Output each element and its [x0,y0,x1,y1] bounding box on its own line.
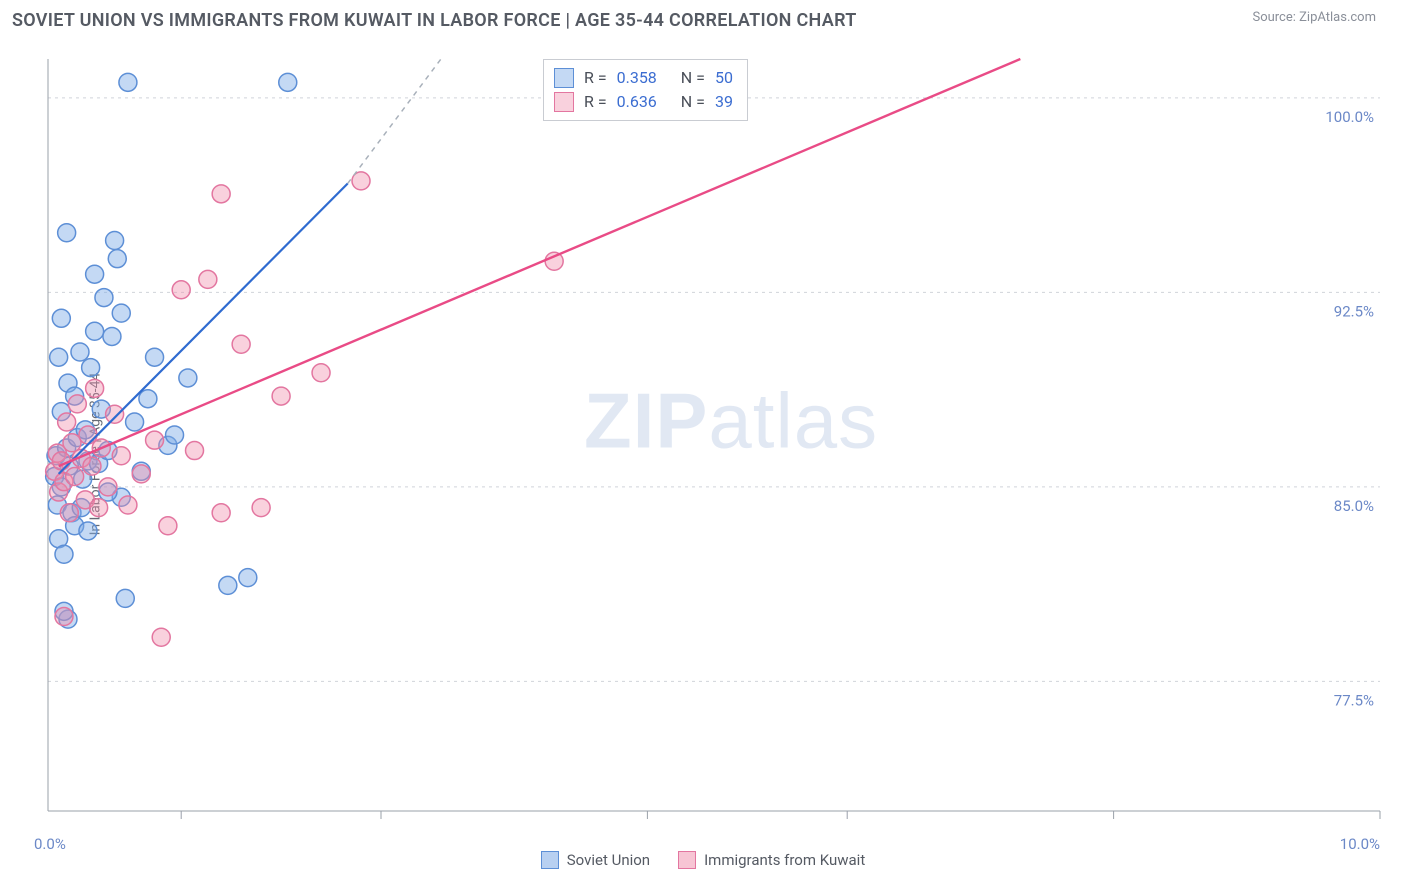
svg-text:92.5%: 92.5% [1334,302,1374,320]
series-legend-item: Immigrants from Kuwait [678,851,865,869]
series-legend-item: Soviet Union [541,851,650,869]
chart-area: In Labor Force | Age 35-44 77.5%85.0%92.… [0,39,1406,869]
stats-legend-row: R = 0.636N = 39 [554,90,733,114]
scatter-chart: 77.5%85.0%92.5%100.0%0.0%10.0% [0,39,1406,869]
series-legend: Soviet Union Immigrants from Kuwait [0,851,1406,869]
chart-source: Source: ZipAtlas.com [1252,10,1376,25]
legend-swatch [678,851,696,869]
stats-legend-row: R = 0.358N = 50 [554,66,733,90]
svg-text:77.5%: 77.5% [1334,691,1374,709]
chart-title: SOVIET UNION VS IMMIGRANTS FROM KUWAIT I… [12,10,857,31]
legend-swatch [541,851,559,869]
legend-swatch [554,68,574,88]
svg-text:85.0%: 85.0% [1334,497,1374,515]
chart-header: SOVIET UNION VS IMMIGRANTS FROM KUWAIT I… [0,0,1406,39]
legend-swatch [554,92,574,112]
svg-text:100.0%: 100.0% [1325,108,1374,126]
stats-legend: R = 0.358N = 50R = 0.636N = 39 [543,59,748,121]
